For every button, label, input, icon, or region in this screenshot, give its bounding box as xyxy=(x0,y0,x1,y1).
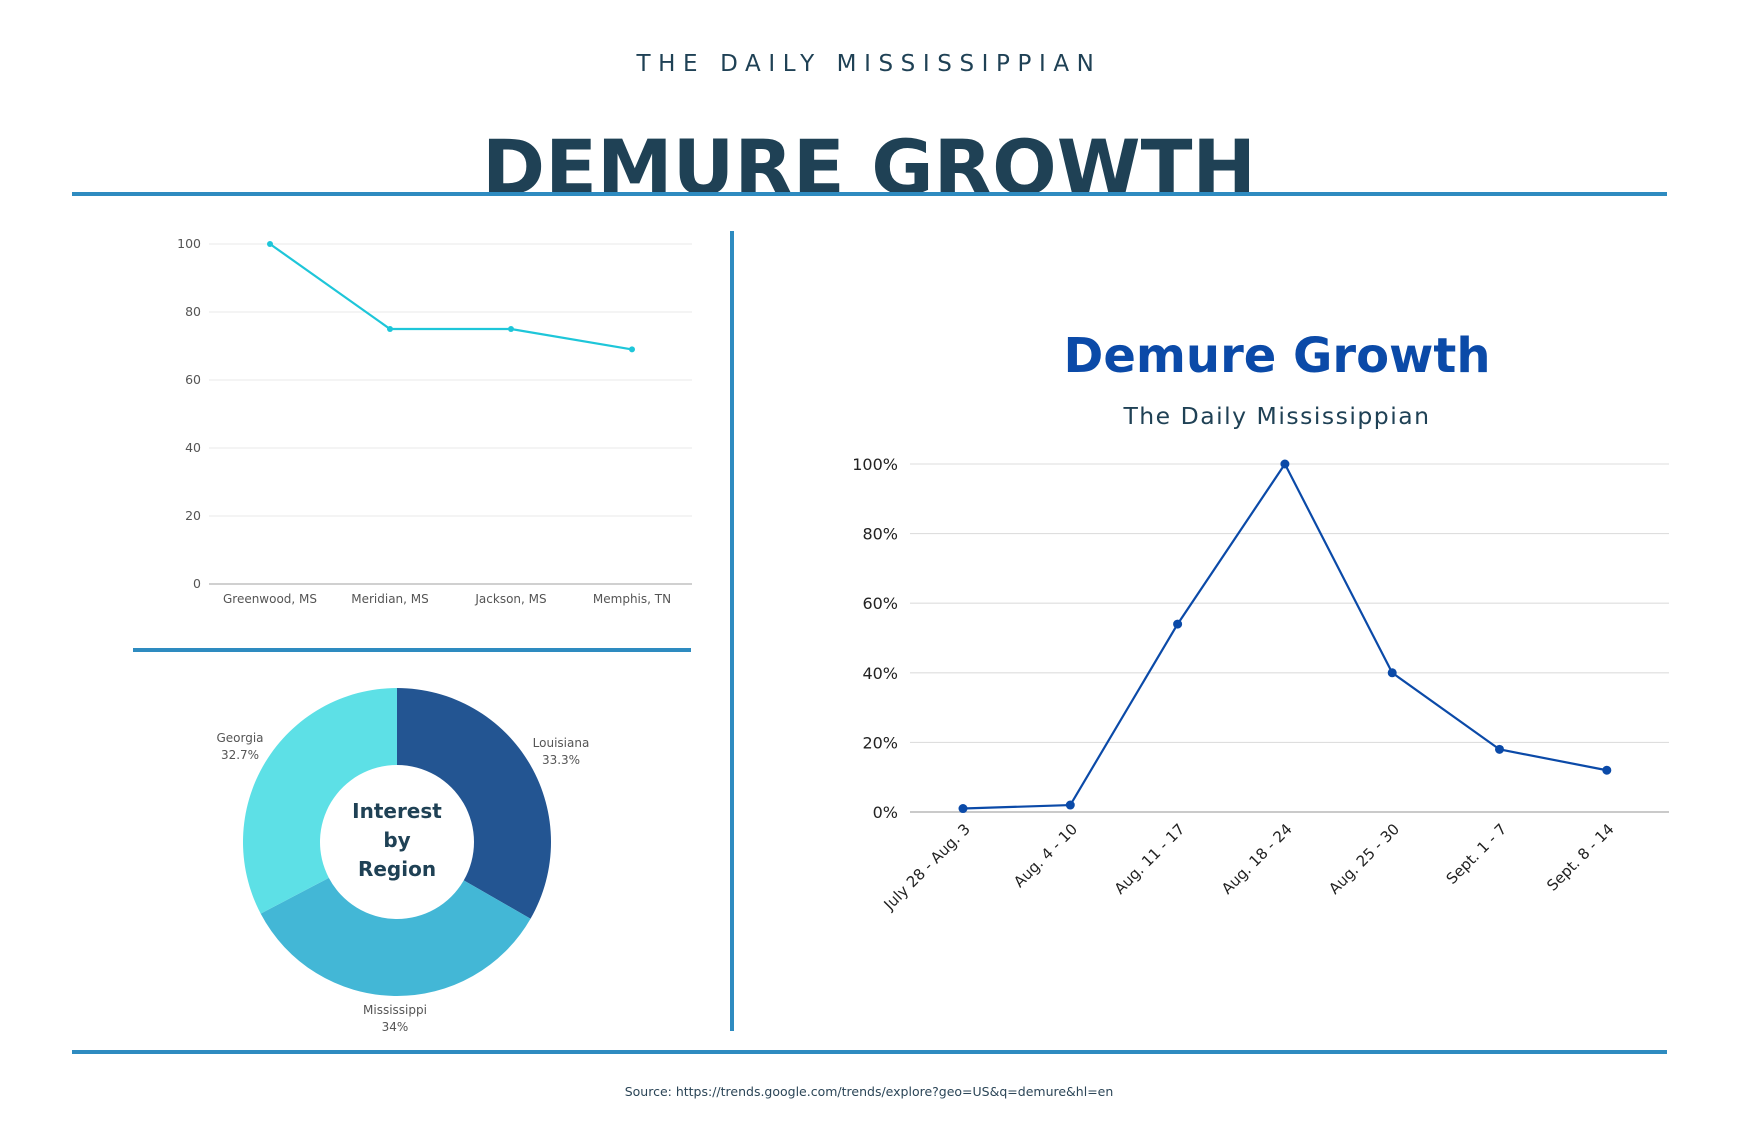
city-data-point xyxy=(267,241,273,247)
left-panel-divider xyxy=(133,648,691,652)
city-ytick-label: 80 xyxy=(185,304,201,319)
city-data-point xyxy=(387,326,393,332)
donut-center-line-3: Region xyxy=(357,857,437,881)
city-ytick-label: 60 xyxy=(185,372,201,387)
city-ytick-label: 40 xyxy=(185,440,201,455)
city-xtick-label: Jackson, MS xyxy=(474,592,546,606)
city-xtick-label: Meridian, MS xyxy=(351,592,429,606)
city-xtick-label: Memphis, TN xyxy=(593,592,671,606)
donut-center-line-2: by xyxy=(383,828,411,852)
donut-center-label: Interest by Region xyxy=(322,797,472,884)
bottom-divider xyxy=(72,1050,1667,1054)
city-ytick-label: 100 xyxy=(177,236,201,251)
city-ytick-label: 0 xyxy=(193,576,201,591)
publication-kicker: THE DAILY MISSISSIPPIAN xyxy=(636,51,1102,77)
city-data-point xyxy=(629,346,635,353)
vertical-divider xyxy=(730,231,734,1031)
city-data-point xyxy=(508,326,514,332)
source-citation: Source: https://trends.google.com/trends… xyxy=(624,1084,1114,1099)
page-headline: DEMURE GROWTH xyxy=(481,123,1257,212)
city-ytick-label: 20 xyxy=(185,508,201,523)
city-interest-line xyxy=(269,243,633,351)
top-divider xyxy=(72,192,1667,196)
donut-center-line-1: Interest xyxy=(352,799,442,823)
city-xtick-label: Greenwood, MS xyxy=(223,592,317,606)
